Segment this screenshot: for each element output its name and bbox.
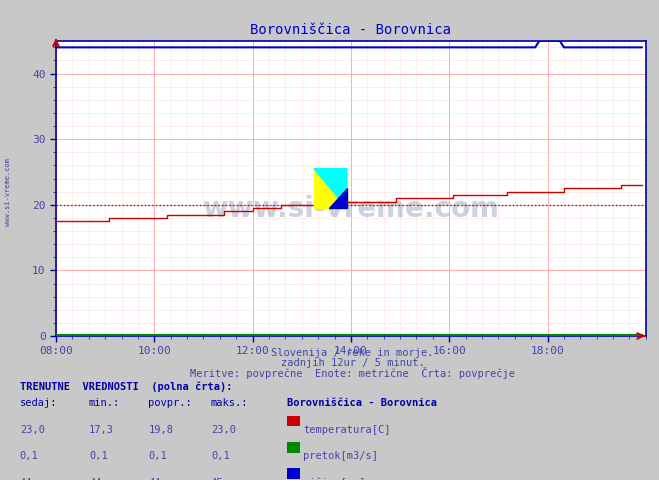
Text: www.si-vreme.com: www.si-vreme.com [202,195,500,223]
Text: 44: 44 [20,478,32,480]
Text: 23,0: 23,0 [211,425,236,435]
Text: višina[cm]: višina[cm] [303,478,366,480]
Text: 0,1: 0,1 [148,451,167,461]
Text: 17,3: 17,3 [89,425,114,435]
Text: TRENUTNE  VREDNOSTI  (polna črta):: TRENUTNE VREDNOSTI (polna črta): [20,382,232,392]
Text: zadnjih 12ur / 5 minut.: zadnjih 12ur / 5 minut. [281,358,424,368]
Text: sedaj:: sedaj: [20,398,57,408]
Text: 0,1: 0,1 [89,451,107,461]
Text: 44: 44 [148,478,161,480]
Text: Meritve: povprečne  Enote: metrične  Črta: povprečje: Meritve: povprečne Enote: metrične Črta:… [190,367,515,379]
Title: Borovniščica - Borovnica: Borovniščica - Borovnica [250,23,451,37]
Text: 0,1: 0,1 [211,451,229,461]
Text: maks.:: maks.: [211,398,248,408]
Text: Borovniščica - Borovnica: Borovniščica - Borovnica [287,398,437,408]
Text: 0,1: 0,1 [20,451,38,461]
Text: 19,8: 19,8 [148,425,173,435]
Text: www.si-vreme.com: www.si-vreme.com [5,158,11,226]
Text: 45: 45 [211,478,223,480]
Text: temperatura[C]: temperatura[C] [303,425,391,435]
Text: povpr.:: povpr.: [148,398,192,408]
Text: Slovenija / reke in morje.: Slovenija / reke in morje. [272,348,434,358]
Text: pretok[m3/s]: pretok[m3/s] [303,451,378,461]
Text: 23,0: 23,0 [20,425,45,435]
Bar [314,168,347,208]
Text: 44: 44 [89,478,101,480]
Text: min.:: min.: [89,398,120,408]
Polygon shape [329,188,347,208]
Polygon shape [314,168,347,208]
